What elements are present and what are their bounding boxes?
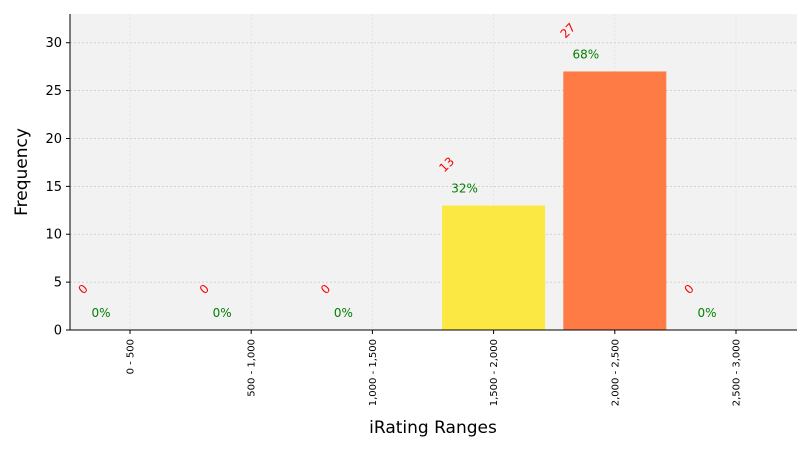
y-tick-label: 5 [54,276,62,291]
bar [442,205,546,330]
bar-percent-label: 0% [334,306,353,320]
bar-percent-label: 0% [213,306,232,320]
bars [442,71,667,331]
y-tick-label: 20 [45,132,62,147]
y-axis-title: Frequency [12,128,32,216]
y-tick-label: 25 [45,84,62,99]
bar-percent-label: 0% [91,306,110,320]
y-tick-label: 10 [45,228,62,243]
x-tick-label: 1,000 - 1,500 [368,339,379,406]
bar-percent-label: 32% [451,182,478,196]
x-tick-label: 1,500 - 2,000 [489,339,500,406]
bar-percent-label: 68% [572,47,599,61]
x-tick-label: 2,500 - 3,000 [732,339,743,406]
y-tick-label: 30 [45,36,62,51]
y-axis-ticks: 0 5 10 15 20 25 30 [45,36,70,339]
x-tick-label: 2,000 - 2,500 [610,339,621,406]
y-tick-label: 15 [45,180,62,195]
bar [563,71,667,331]
x-axis-title: iRating Ranges [369,418,497,438]
x-tick-label: 500 - 1,000 [247,339,258,397]
x-axis-ticks: 0 - 500 500 - 1,000 1,000 - 1,500 1,500 - 2… [126,330,743,406]
x-tick-label: 0 - 500 [126,339,137,374]
plot-background [70,14,797,330]
y-tick-label: 0 [54,324,62,339]
bar-percent-label: 0% [697,306,716,320]
